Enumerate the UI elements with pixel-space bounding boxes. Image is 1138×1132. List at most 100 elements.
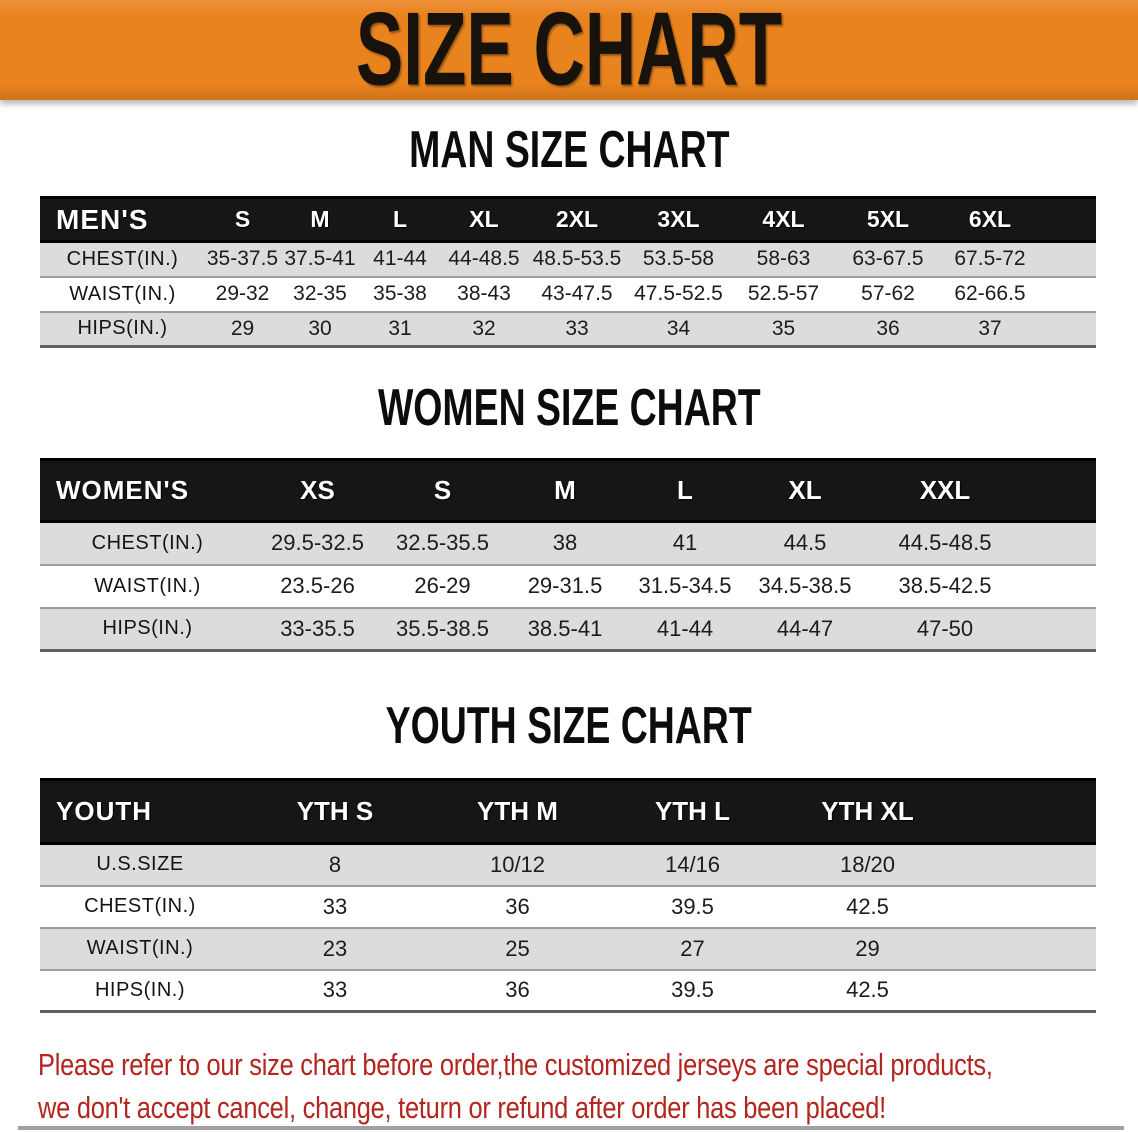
mens-col-header: M (280, 196, 360, 243)
womens-col-header: XS (255, 458, 380, 523)
mens-col-header: 4XL (731, 196, 836, 243)
value-cell: 63-67.5 (836, 241, 940, 278)
value-cell: 37.5-41 (280, 241, 360, 278)
disclaimer-line-1: Please refer to our size chart before or… (38, 1047, 993, 1082)
youth-col-header: YTH S (240, 778, 430, 845)
value-cell: 34.5-38.5 (745, 564, 865, 609)
disclaimer-line-2: we don't accept cancel, change, teturn o… (38, 1090, 886, 1125)
value-cell: 10/12 (430, 843, 605, 887)
row-label: CHEST(IN.) (40, 241, 205, 278)
womens-col-header: XL (745, 458, 865, 523)
disclaimer-text: Please refer to our size chart before or… (38, 1043, 1138, 1129)
value-cell: 36 (430, 885, 605, 929)
row-label: HIPS(IN.) (40, 311, 205, 348)
youth-header-label: YOUTH (40, 778, 240, 845)
mens-col-header: 2XL (528, 196, 626, 243)
youth-heading-text: YOUTH SIZE CHART (385, 697, 753, 756)
value-cell: 48.5-53.5 (528, 241, 626, 278)
filler-cell (1040, 241, 1096, 278)
value-cell: 53.5-58 (626, 241, 731, 278)
row-label: U.S.SIZE (40, 843, 240, 887)
value-cell: 23 (240, 927, 430, 971)
value-cell: 33 (240, 885, 430, 929)
youth-size-table: YOUTH YTH S YTH M YTH L YTH XL U.S.SIZE … (40, 778, 1096, 1013)
value-cell: 29-31.5 (505, 564, 625, 609)
table-row: CHEST(IN.) 33 36 39.5 42.5 (40, 885, 1096, 929)
womens-size-table: WOMEN'S XS S M L XL XXL CHEST(IN.) 29.5-… (40, 458, 1096, 652)
value-cell: 41 (625, 521, 745, 566)
womens-heading-text: WOMEN SIZE CHART (377, 379, 761, 438)
value-cell: 29-32 (205, 276, 280, 313)
filler-cell (955, 843, 1096, 887)
filler-cell (1025, 607, 1096, 652)
mens-header-label: MEN'S (40, 196, 205, 243)
womens-col-header: S (380, 458, 505, 523)
value-cell: 52.5-57 (731, 276, 836, 313)
value-cell: 35-38 (360, 276, 440, 313)
value-cell: 29.5-32.5 (255, 521, 380, 566)
value-cell: 43-47.5 (528, 276, 626, 313)
value-cell: 33 (240, 969, 430, 1013)
bottom-edge-line (18, 1126, 1124, 1130)
value-cell: 32.5-35.5 (380, 521, 505, 566)
table-row: U.S.SIZE 8 10/12 14/16 18/20 (40, 843, 1096, 887)
youth-header-row: YOUTH YTH S YTH M YTH L YTH XL (40, 778, 1096, 845)
value-cell: 23.5-26 (255, 564, 380, 609)
value-cell: 36 (430, 969, 605, 1013)
filler-cell (1025, 458, 1096, 523)
mens-col-header: XL (440, 196, 528, 243)
value-cell: 47-50 (865, 607, 1025, 652)
value-cell: 38.5-42.5 (865, 564, 1025, 609)
table-row: HIPS(IN.) 29 30 31 32 33 34 35 36 37 (40, 311, 1096, 348)
youth-col-header: YTH XL (780, 778, 955, 845)
value-cell: 32 (440, 311, 528, 348)
row-label: CHEST(IN.) (40, 521, 255, 566)
mens-col-header: 3XL (626, 196, 731, 243)
value-cell: 62-66.5 (940, 276, 1040, 313)
row-label: CHEST(IN.) (40, 885, 240, 929)
value-cell: 58-63 (731, 241, 836, 278)
filler-cell (1025, 521, 1096, 566)
filler-cell (1025, 564, 1096, 609)
mens-col-header: S (205, 196, 280, 243)
filler-cell (955, 969, 1096, 1013)
value-cell: 38.5-41 (505, 607, 625, 652)
value-cell: 26-29 (380, 564, 505, 609)
youth-section-heading: YOUTH SIZE CHART (0, 697, 1138, 756)
mens-col-header: 6XL (940, 196, 1040, 243)
womens-col-header: M (505, 458, 625, 523)
table-row: WAIST(IN.) 23.5-26 26-29 29-31.5 31.5-34… (40, 564, 1096, 609)
value-cell: 38 (505, 521, 625, 566)
value-cell: 44-48.5 (440, 241, 528, 278)
mens-section-heading: MAN SIZE CHART (0, 125, 1138, 177)
row-label: WAIST(IN.) (40, 927, 240, 971)
row-label: HIPS(IN.) (40, 607, 255, 652)
value-cell: 29 (780, 927, 955, 971)
value-cell: 47.5-52.5 (626, 276, 731, 313)
value-cell: 67.5-72 (940, 241, 1040, 278)
banner-title: SIZE CHART (355, 0, 783, 108)
value-cell: 38-43 (440, 276, 528, 313)
value-cell: 34 (626, 311, 731, 348)
value-cell: 33-35.5 (255, 607, 380, 652)
filler-cell (1040, 311, 1096, 348)
table-row: CHEST(IN.) 35-37.5 37.5-41 41-44 44-48.5… (40, 241, 1096, 278)
filler-cell (955, 885, 1096, 929)
value-cell: 44-47 (745, 607, 865, 652)
value-cell: 27 (605, 927, 780, 971)
value-cell: 14/16 (605, 843, 780, 887)
table-row: CHEST(IN.) 29.5-32.5 32.5-35.5 38 41 44.… (40, 521, 1096, 566)
mens-col-header: L (360, 196, 440, 243)
table-row: WAIST(IN.) 23 25 27 29 (40, 927, 1096, 971)
value-cell: 35 (731, 311, 836, 348)
youth-col-header: YTH M (430, 778, 605, 845)
filler-cell (1040, 196, 1096, 243)
value-cell: 18/20 (780, 843, 955, 887)
table-row: HIPS(IN.) 33-35.5 35.5-38.5 38.5-41 41-4… (40, 607, 1096, 652)
value-cell: 25 (430, 927, 605, 971)
value-cell: 39.5 (605, 885, 780, 929)
value-cell: 30 (280, 311, 360, 348)
value-cell: 37 (940, 311, 1040, 348)
value-cell: 8 (240, 843, 430, 887)
filler-cell (955, 778, 1096, 845)
